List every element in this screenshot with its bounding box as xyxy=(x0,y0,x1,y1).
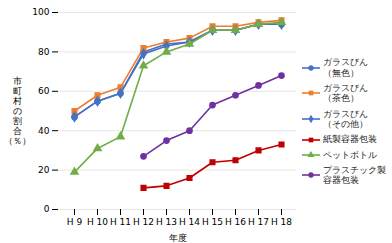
svg-text:H 9: H 9 xyxy=(67,217,83,227)
svg-text:60: 60 xyxy=(38,86,50,96)
svg-text:80: 80 xyxy=(38,47,50,57)
svg-text:H 11: H 11 xyxy=(110,217,131,227)
svg-text:20: 20 xyxy=(38,165,50,175)
html-text:ガラスびん （その他）: ガラスびん （その他） xyxy=(323,108,368,129)
svg-text:H 15: H 15 xyxy=(202,217,223,227)
svg-text:H 13: H 13 xyxy=(156,217,177,227)
svg-text:H 17: H 17 xyxy=(248,217,269,227)
html-text:ガラスびん （無色）: ガラスびん （無色） xyxy=(323,57,368,78)
svg-text:0: 0 xyxy=(44,204,50,214)
html-text:ガラスびん （茶色）: ガラスびん （茶色） xyxy=(323,83,368,104)
svg-text:年度: 年度 xyxy=(169,233,187,243)
html-text:ペットボトル: ペットボトル xyxy=(323,149,377,160)
svg-text:H 10: H 10 xyxy=(87,217,108,227)
svg-text:H 12: H 12 xyxy=(133,217,154,227)
svg-text:H 14: H 14 xyxy=(179,217,200,227)
html-text:紙製容器包装: 紙製容器包装 xyxy=(323,134,377,145)
svg-text:市町村の割合（％）: 市町村の割合（％） xyxy=(4,76,31,145)
svg-text:H 16: H 16 xyxy=(225,217,246,227)
svg-text:40: 40 xyxy=(38,126,50,136)
svg-text:H 18: H 18 xyxy=(271,217,292,227)
svg-text:100: 100 xyxy=(32,7,49,17)
html-text:プラスチック製 容器包装: プラスチック製 容器包装 xyxy=(323,165,386,186)
